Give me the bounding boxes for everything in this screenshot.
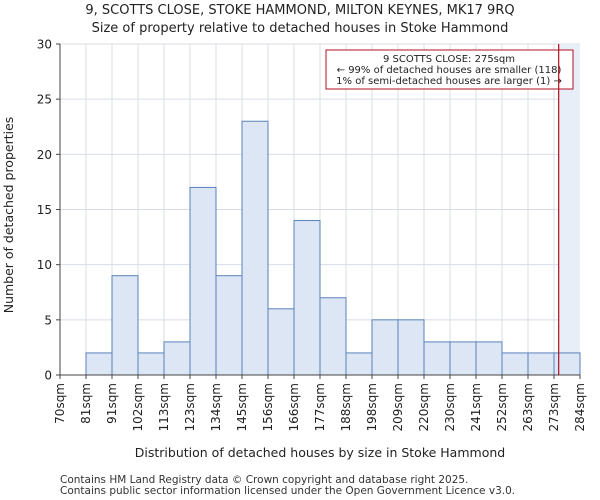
x-tick-label: 145sqm (235, 383, 249, 431)
histogram-bar (85, 352, 113, 376)
x-tick-label: 102sqm (131, 383, 145, 431)
y-tick-label: 10 (37, 258, 52, 272)
y-tick-label: 20 (37, 148, 52, 162)
histogram-bar (449, 341, 477, 376)
histogram-bar (267, 308, 295, 376)
histogram-bar (293, 220, 321, 376)
x-tick-label: 230sqm (443, 383, 457, 431)
histogram-bar (423, 341, 451, 376)
footer-line-2: Contains public sector information licen… (60, 485, 516, 497)
x-tick-label: 123sqm (183, 383, 197, 431)
histogram-bar (215, 275, 243, 376)
x-axis-label: Distribution of detached houses by size … (135, 445, 505, 460)
histogram-bar (241, 120, 269, 376)
histogram-bar (189, 186, 217, 376)
marker-highlight-region (558, 44, 580, 375)
x-tick-label: 81sqm (79, 383, 93, 424)
histogram-bar (475, 341, 503, 376)
x-tick-label: 209sqm (391, 383, 405, 431)
x-tick-label: 134sqm (209, 383, 223, 431)
histogram-bar (397, 319, 425, 376)
y-tick-label: 5 (44, 313, 52, 327)
histogram-bar (527, 352, 555, 376)
annotation-box (325, 49, 574, 90)
x-tick-label: 241sqm (469, 383, 483, 431)
y-tick-label: 30 (37, 38, 52, 52)
histogram-bar (501, 352, 529, 376)
y-axis-label: Number of detached properties (1, 117, 16, 314)
histogram-bar (111, 275, 139, 376)
x-tick-label: 273sqm (547, 383, 561, 431)
histogram-bar (371, 319, 399, 376)
x-tick-label: 156sqm (261, 383, 275, 431)
annotation-line-2: ← 99% of detached houses are smaller (11… (337, 65, 562, 76)
x-tick-label: 198sqm (365, 383, 379, 431)
marker-annotation: 9 SCOTTS CLOSE: 275sqm ← 99% of detached… (325, 49, 574, 90)
histogram-bar (319, 297, 347, 376)
histogram-bar (163, 341, 191, 376)
annotation-line-1: 9 SCOTTS CLOSE: 275sqm (383, 54, 515, 65)
histogram-bar (345, 352, 373, 376)
y-tick-label: 0 (44, 369, 52, 383)
x-tick-label: 91sqm (105, 383, 119, 424)
x-tick-label: 113sqm (157, 383, 171, 431)
x-tick-label: 263sqm (521, 383, 535, 431)
x-tick-label: 70sqm (53, 383, 67, 424)
chart-title: 9, SCOTTS CLOSE, STOKE HAMMOND, MILTON K… (85, 3, 515, 18)
chart-subtitle: Size of property relative to detached ho… (91, 21, 509, 36)
x-tick-label: 166sqm (287, 383, 301, 431)
footer-line-1: Contains HM Land Registry data © Crown c… (60, 474, 469, 486)
x-tick-label: 220sqm (417, 383, 431, 431)
x-tick-label: 252sqm (495, 383, 509, 431)
y-tick-label: 25 (37, 93, 52, 107)
y-tick-label: 15 (37, 203, 52, 217)
x-tick-label: 284sqm (573, 383, 587, 431)
histogram-bar (137, 352, 165, 376)
annotation-line-3: 1% of semi-detached houses are larger (1… (336, 76, 562, 87)
x-tick-label: 188sqm (339, 383, 353, 431)
x-tick-label: 177sqm (313, 383, 327, 431)
histogram-bar (553, 352, 581, 376)
